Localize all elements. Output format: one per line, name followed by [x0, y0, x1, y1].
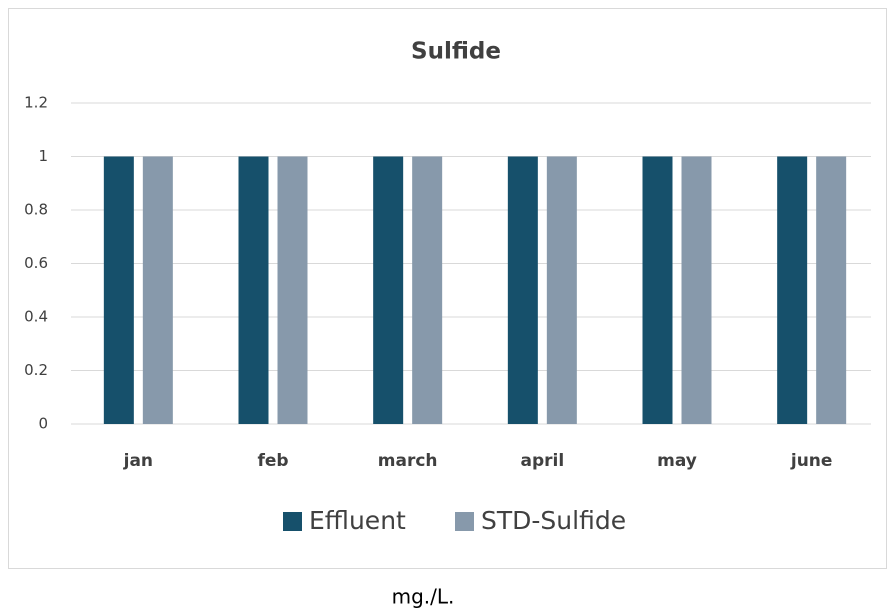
x-tick-label: may [657, 451, 697, 471]
chart-title: Sulfide [411, 39, 501, 65]
bar [373, 156, 404, 424]
bar [681, 156, 712, 424]
bar [103, 156, 134, 424]
bar [142, 156, 173, 424]
x-tick-label: feb [257, 451, 288, 471]
bar [777, 156, 808, 424]
x-tick-label: march [378, 451, 438, 471]
y-tick-label: 0.4 [24, 308, 48, 326]
y-tick-label: 0.2 [24, 361, 48, 379]
y-tick-label: 1.2 [24, 94, 48, 112]
legend-swatch [455, 512, 474, 531]
x-tick-label: april [520, 451, 564, 471]
y-tick-label: 0.6 [24, 254, 48, 272]
legend-label: Effluent [309, 506, 406, 535]
bar [816, 156, 847, 424]
y-tick-label: 0 [38, 415, 48, 433]
annotation: mg./L. [392, 585, 455, 609]
bar [412, 156, 443, 424]
y-tick-label: 0.8 [24, 201, 48, 219]
x-tick-label: jan [123, 451, 153, 471]
x-tick-label: june [790, 451, 833, 471]
bar [546, 156, 577, 424]
bar [507, 156, 538, 424]
bar [642, 156, 673, 424]
legend-swatch [283, 512, 302, 531]
y-tick-label: 1 [38, 147, 48, 165]
bar [277, 156, 308, 424]
chart-frame [8, 8, 887, 569]
legend-label: STD-Sulfide [481, 506, 626, 535]
bar [238, 156, 269, 424]
